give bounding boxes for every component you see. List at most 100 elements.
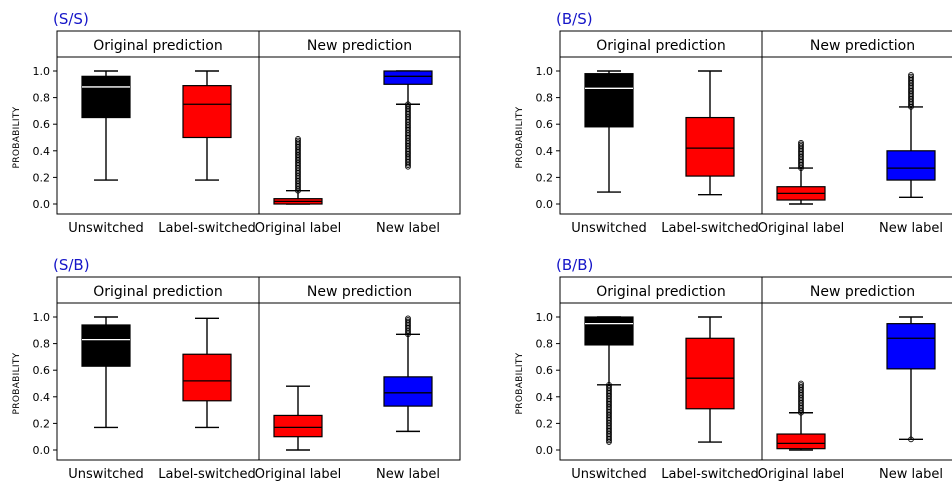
box-original-label <box>776 139 826 205</box>
box-original-label <box>273 385 323 451</box>
y-tick-label: 0.4 <box>33 145 51 158</box>
box-body <box>886 323 936 370</box>
box-new-label <box>886 72 936 199</box>
outlier-point <box>405 163 411 170</box>
box-body <box>273 414 323 438</box>
box-new-label <box>383 315 433 433</box>
group-header-original: Original prediction <box>596 284 725 300</box>
x-tick-label: New label <box>376 467 440 482</box>
y-axis-label: PROBABILITY <box>12 352 22 414</box>
x-tick-label: New label <box>376 221 440 236</box>
box-body <box>776 433 826 450</box>
x-tick-label: Unswitched <box>68 221 144 236</box>
outlier-point <box>798 406 804 413</box>
box-label-switched <box>685 316 735 443</box>
y-tick-label: 0.2 <box>536 417 554 430</box>
y-tick-label: 1.0 <box>536 65 554 78</box>
panel-title: (S/S) <box>53 10 89 28</box>
box-new-label <box>886 316 936 443</box>
chart-panel-0: (S/S)Original prediction New prediction PR… <box>12 10 461 236</box>
y-axis-label: PROBABILITY <box>12 106 22 168</box>
box-unswitched <box>584 316 634 445</box>
panel-title: (B/S) <box>556 10 593 28</box>
y-tick-label: 0.8 <box>536 92 554 105</box>
x-tick-label: Original label <box>758 467 844 482</box>
x-tick-label: Unswitched <box>571 221 647 236</box>
x-tick-label: Label-switched <box>661 221 759 236</box>
y-tick-label: 1.0 <box>33 65 51 78</box>
y-tick-label: 0.6 <box>33 364 51 377</box>
outlier-point <box>606 439 612 445</box>
y-tick-label: 0.4 <box>536 391 554 404</box>
box-body <box>182 85 232 139</box>
y-axis-label: PROBABILITY <box>515 106 525 168</box>
group-header-new: New prediction <box>307 284 412 300</box>
box-body <box>383 70 433 85</box>
y-tick-label: 0.8 <box>33 338 51 351</box>
y-tick-label: 1.0 <box>33 311 51 324</box>
x-tick-label: Original label <box>758 221 844 236</box>
y-tick-label: 0.8 <box>33 92 51 105</box>
box-body <box>584 73 634 128</box>
chart-panel-2: (S/B)Original prediction New prediction PR… <box>12 256 461 482</box>
outlier-point <box>606 437 612 444</box>
box-unswitched <box>584 70 634 193</box>
box-body <box>685 337 735 410</box>
box-body <box>81 75 131 119</box>
box-unswitched <box>81 316 131 429</box>
y-tick-label: 0.6 <box>536 118 554 131</box>
outlier-point <box>405 162 411 169</box>
panel-title: (S/B) <box>53 256 90 274</box>
y-tick-label: 0.0 <box>33 198 51 211</box>
y-tick-label: 1.0 <box>536 311 554 324</box>
x-tick-label: Label-switched <box>158 467 256 482</box>
y-tick-label: 0.6 <box>33 118 51 131</box>
outlier-point <box>606 435 612 442</box>
y-tick-label: 0.6 <box>536 364 554 377</box>
y-tick-label: 0.2 <box>536 171 554 184</box>
box-body <box>81 324 131 367</box>
y-axis-label: PROBABILITY <box>515 352 525 414</box>
x-tick-label: Label-switched <box>158 221 256 236</box>
group-header-original: Original prediction <box>596 38 725 54</box>
x-tick-label: Unswitched <box>68 467 144 482</box>
y-tick-label: 0.0 <box>536 198 554 211</box>
box-unswitched <box>81 70 131 181</box>
group-header-new: New prediction <box>810 38 915 54</box>
box-new-label <box>383 70 433 170</box>
y-tick-label: 0.4 <box>33 391 51 404</box>
box-label-switched <box>685 70 735 196</box>
x-tick-label: Original label <box>255 221 341 236</box>
box-original-label <box>273 135 323 205</box>
y-tick-label: 0.0 <box>33 444 51 457</box>
outlier-point <box>908 100 914 107</box>
box-label-switched <box>182 317 232 429</box>
x-tick-label: New label <box>879 467 943 482</box>
chart-panel-3: (B/B)Original prediction New prediction PR… <box>515 256 952 482</box>
x-tick-label: Original label <box>255 467 341 482</box>
box-label-switched <box>182 70 232 181</box>
y-tick-label: 0.2 <box>33 171 51 184</box>
y-tick-label: 0.4 <box>536 145 554 158</box>
y-tick-label: 0.2 <box>33 417 51 430</box>
group-header-new: New prediction <box>810 284 915 300</box>
outlier-point <box>798 162 804 168</box>
group-header-new: New prediction <box>307 38 412 54</box>
box-body <box>584 316 634 346</box>
group-header-original: Original prediction <box>93 38 222 54</box>
panel-title: (B/B) <box>556 256 593 274</box>
box-original-label <box>776 380 826 451</box>
y-tick-label: 0.8 <box>536 338 554 351</box>
outlier-point <box>405 328 411 334</box>
box-body <box>685 116 735 177</box>
y-tick-label: 0.0 <box>536 444 554 457</box>
box-body <box>182 353 232 402</box>
outlier-point <box>295 184 301 191</box>
x-tick-label: New label <box>879 221 943 236</box>
box-body <box>383 376 433 407</box>
x-tick-label: Label-switched <box>661 467 759 482</box>
group-header-original: Original prediction <box>93 284 222 300</box>
outlier-point <box>405 160 411 167</box>
chart-panel-1: (B/S)Original prediction New prediction PR… <box>515 10 952 236</box>
